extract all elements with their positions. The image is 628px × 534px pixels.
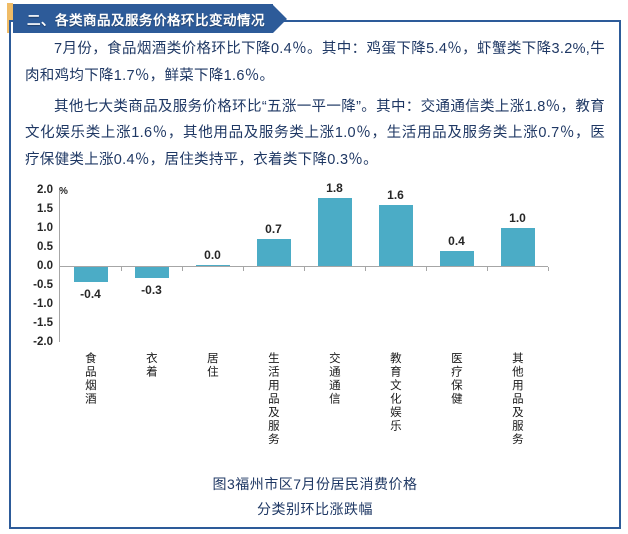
chart-bar <box>317 197 352 267</box>
chart-bar <box>73 267 108 283</box>
y-axis-tick-label: 0.5 <box>37 241 53 254</box>
x-axis-category-label: 医疗保健 <box>425 352 486 468</box>
x-axis-labels: 食品烟酒 衣着 居住 生活用品及服务 交通通信 教育文化娱乐 医疗保健 其他用品及服务 <box>59 352 547 468</box>
y-axis-tick-label: -0.5 <box>33 279 53 292</box>
x-axis-category-label: 生活用品及服务 <box>242 352 303 468</box>
bar-data-label: 0.7 <box>265 222 282 237</box>
y-axis-tick-label: 1.5 <box>37 203 53 216</box>
bar-data-label: -0.3 <box>141 283 162 298</box>
x-axis-category-text: 其他用品及服务 <box>510 352 523 447</box>
bar-data-label: 1.0 <box>509 211 526 226</box>
section-header-banner: 二、各类商品及服务价格环比变动情况 <box>13 4 273 33</box>
y-axis-tick-label: 1.0 <box>37 222 53 235</box>
x-axis-category-text: 衣着 <box>144 352 157 380</box>
x-axis-category-text: 医疗保健 <box>449 352 462 407</box>
chart-bar <box>195 264 230 267</box>
y-axis-tick-label: 2.0 <box>37 184 53 197</box>
y-axis-tick-label: -1.5 <box>33 317 53 330</box>
x-axis-category-text: 交通通信 <box>327 352 340 407</box>
figure-caption: 图3福州市区7月份居民消费价格 分类别环比涨跌幅 <box>25 472 605 522</box>
bar-data-label: 1.8 <box>326 180 343 195</box>
chart-bar <box>256 239 291 267</box>
paragraph-food-prices: 7月份，食品烟酒类价格环比下降0.4％。其中：鸡蛋下降5.4％，虾蟹类下降3.2… <box>25 41 605 84</box>
x-axis-tick <box>121 267 122 272</box>
x-axis-category-label: 衣着 <box>120 352 181 468</box>
figure-caption-line2: 分类别环比涨跌幅 <box>257 501 373 518</box>
x-axis-tick <box>487 267 488 272</box>
bar-data-label: 0.0 <box>204 247 221 262</box>
bar-data-label: -0.4 <box>80 287 101 302</box>
x-axis-category-text: 生活用品及服务 <box>266 352 279 447</box>
x-axis-tick <box>182 267 183 272</box>
x-axis-category-text: 居住 <box>205 352 218 380</box>
chart-bar <box>500 228 535 267</box>
x-axis-category-text: 教育文化娱乐 <box>388 352 401 434</box>
x-axis-line <box>60 266 548 268</box>
y-axis-tick-label: -1.0 <box>33 298 53 311</box>
x-axis-tick <box>304 267 305 272</box>
bar-data-label: 0.4 <box>448 233 465 248</box>
x-axis-tick <box>426 267 427 272</box>
x-axis-tick <box>548 267 549 272</box>
x-axis-category-label: 教育文化娱乐 <box>364 352 425 468</box>
bar-chart: % -0.4 -0.3 0.0 0.7 1.8 1.6 0.4 1.0 食品烟酒 衣着 居住 生活用… <box>19 181 605 470</box>
x-axis-category-text: 食品烟酒 <box>83 352 96 407</box>
y-axis-tick-label: 0.0 <box>37 260 53 273</box>
x-axis-category-label: 交通通信 <box>303 352 364 468</box>
chart-plot-area: -0.4 -0.3 0.0 0.7 1.8 1.6 0.4 1.0 <box>59 181 549 343</box>
y-axis-tick-label: -2.0 <box>33 336 53 349</box>
bar-data-label: 1.6 <box>387 188 404 203</box>
y-axis-unit-label: % <box>59 186 68 198</box>
content-area: 7月份，食品烟酒类价格环比下降0.4％。其中：鸡蛋下降5.4％，虾蟹类下降3.2… <box>11 22 619 522</box>
paragraph-other-categories: 其他七大类商品及服务价格环比“五涨一平一降”。其中：交通通信类上涨1.8％，教育… <box>25 98 605 169</box>
section-title: 二、各类商品及服务价格环比变动情况 <box>27 12 265 28</box>
content-box: 7月份，食品烟酒类价格环比下降0.4％。其中：鸡蛋下降5.4％，虾蟹类下降3.2… <box>9 20 621 529</box>
chart-bar <box>134 267 169 279</box>
figure-caption-line1: 图3福州市区7月份居民消费价格 <box>212 476 418 493</box>
x-axis-category-label: 其他用品及服务 <box>486 352 547 468</box>
x-axis-category-label: 食品烟酒 <box>59 352 120 468</box>
chart-bar <box>439 250 474 267</box>
x-axis-tick <box>365 267 366 272</box>
x-axis-category-label: 居住 <box>181 352 242 468</box>
chart-bar <box>378 205 413 267</box>
accent-bar <box>7 3 13 33</box>
x-axis-tick <box>243 267 244 272</box>
